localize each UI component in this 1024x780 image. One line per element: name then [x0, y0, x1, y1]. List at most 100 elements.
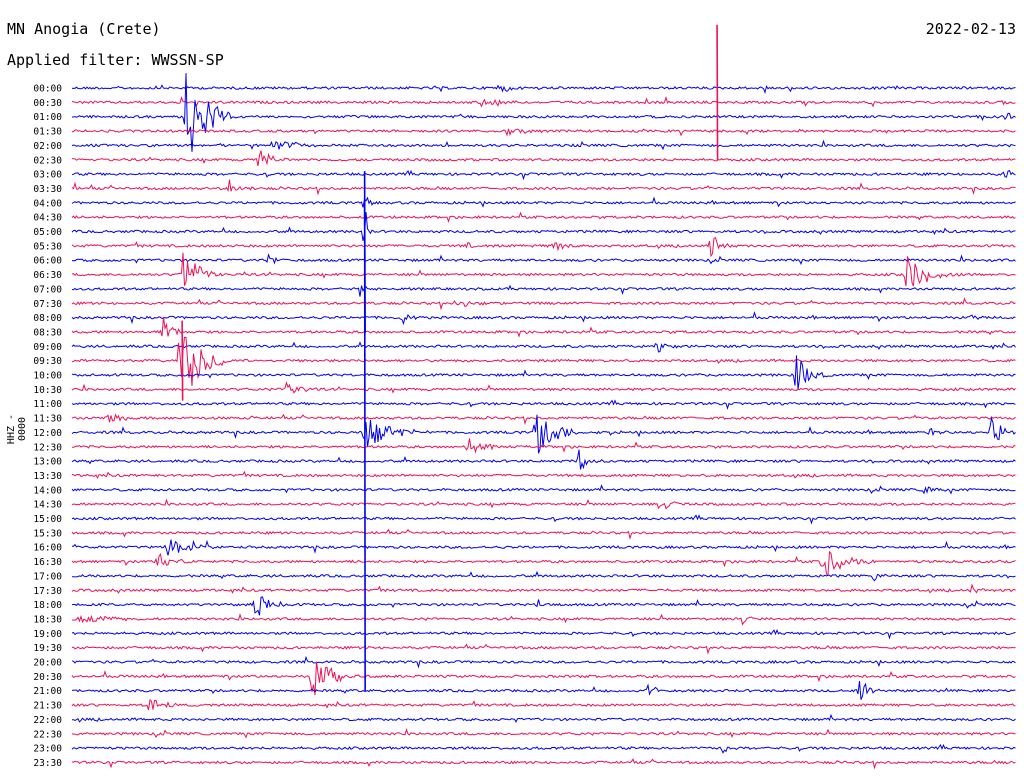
- row-time-label: 00:00: [33, 84, 62, 95]
- event-spike: [181, 320, 184, 401]
- trace-row-05:00: [71, 212, 1016, 241]
- row-time-label: 03:30: [33, 184, 62, 195]
- row-time-label: 21:00: [33, 686, 62, 697]
- row-time-label: 06:30: [33, 270, 62, 281]
- row-time-label: 08:00: [33, 313, 62, 324]
- trace-row-11:30: [71, 413, 1016, 426]
- row-time-label: 20:00: [33, 658, 62, 669]
- row-time-label: 08:30: [33, 327, 62, 338]
- row-time-label: 18:30: [33, 614, 62, 625]
- trace-row-15:30: [71, 528, 1016, 540]
- row-time-label: 16:30: [33, 557, 62, 568]
- trace-row-06:30: [71, 252, 1016, 287]
- row-time-label: 15:00: [33, 514, 62, 525]
- trace-row-06:00: [71, 253, 1016, 266]
- trace-row-02:00: [71, 139, 1016, 151]
- row-time-label: 22:00: [33, 715, 62, 726]
- trace-row-13:30: [71, 470, 1016, 480]
- row-time-label: 02:30: [33, 155, 62, 166]
- trace-row-10:30: [71, 381, 1016, 394]
- row-time-label: 09:00: [33, 342, 62, 353]
- date-label: 2022-02-13: [925, 20, 1016, 38]
- trace-row-22:30: [71, 727, 1016, 739]
- trace-row-16:30: [71, 550, 1016, 575]
- trace-row-04:00: [71, 196, 1016, 208]
- trace-row-04:30: [71, 211, 1016, 223]
- row-time-label: 17:30: [33, 586, 62, 597]
- row-time-label: 17:00: [33, 571, 62, 582]
- trace-row-18:00: [71, 596, 1016, 616]
- row-time-label: 22:30: [33, 729, 62, 740]
- trace-row-12:00: [71, 414, 1016, 454]
- trace-row-01:00: [71, 73, 1016, 152]
- filter-label: Applied filter: WWSSN-SP: [7, 51, 224, 69]
- row-time-label: 23:30: [33, 758, 62, 769]
- row-time-label: 13:00: [33, 457, 62, 468]
- row-time-label: 02:00: [33, 141, 62, 152]
- trace-row-09:00: [71, 341, 1016, 353]
- trace-row-23:30: [71, 758, 1016, 770]
- row-time-label: 05:30: [33, 241, 62, 252]
- row-time-label: 04:00: [33, 198, 62, 209]
- trace-row-00:00: [71, 84, 1016, 95]
- row-time-label: 23:00: [33, 744, 62, 755]
- trace-row-23:00: [71, 743, 1016, 754]
- row-time-label: 11:30: [33, 414, 62, 425]
- trace-row-13:00: [71, 449, 1016, 470]
- trace-row-15:00: [71, 514, 1016, 525]
- row-time-label: 14:30: [33, 500, 62, 511]
- trace-row-01:30: [71, 128, 1016, 137]
- row-time-label: 07:30: [33, 299, 62, 310]
- trace-row-08:00: [71, 311, 1016, 326]
- trace-row-21:00: [71, 681, 1016, 700]
- row-time-label: 03:00: [33, 170, 62, 181]
- row-time-label: 07:00: [33, 284, 62, 295]
- row-time-label: 10:30: [33, 385, 62, 396]
- trace-row-21:30: [71, 699, 1016, 711]
- row-time-label: 12:30: [33, 442, 62, 453]
- trace-row-07:00: [71, 284, 1016, 297]
- row-time-label: 05:00: [33, 227, 62, 238]
- row-time-label: 19:30: [33, 643, 62, 654]
- trace-row-14:00: [71, 484, 1016, 495]
- trace-row-17:00: [72, 570, 1016, 582]
- row-time-label: 19:00: [33, 629, 62, 640]
- row-time-label: 01:00: [33, 112, 62, 123]
- trace-row-20:00: [71, 655, 1016, 669]
- trace-row-19:00: [71, 629, 1016, 640]
- row-time-label: 11:00: [33, 399, 62, 410]
- trace-row-22:00: [72, 713, 1016, 723]
- station-title: MN Anogia (Crete): [7, 20, 161, 38]
- row-time-label: 21:30: [33, 701, 62, 712]
- event-spike: [716, 24, 719, 160]
- row-time-label: 18:00: [33, 600, 62, 611]
- trace-row-08:30: [71, 316, 1016, 338]
- row-time-label: 13:30: [33, 471, 62, 482]
- row-time-label: 12:00: [33, 428, 62, 439]
- trace-row-18:30: [71, 613, 1016, 626]
- row-time-label: 04:30: [33, 213, 62, 224]
- trace-row-09:30: [71, 336, 1016, 387]
- trace-row-17:30: [71, 583, 1016, 594]
- row-time-label: 20:30: [33, 672, 62, 683]
- trace-row-03:30: [71, 179, 1016, 196]
- trace-row-20:30: [71, 661, 1016, 696]
- trace-row-03:00: [71, 169, 1016, 181]
- trace-row-16:00: [71, 539, 1016, 556]
- row-time-label: 10:00: [33, 371, 62, 382]
- row-time-label: 09:30: [33, 356, 62, 367]
- event-spike: [363, 202, 366, 333]
- trace-row-07:30: [71, 297, 1016, 311]
- trace-row-00:30: [71, 95, 1016, 108]
- trace-row-02:30: [72, 150, 1016, 167]
- row-time-label: 01:30: [33, 127, 62, 138]
- trace-row-12:30: [72, 438, 1016, 454]
- trace-row-10:00: [71, 355, 1016, 390]
- trace-row-14:30: [71, 498, 1016, 510]
- row-time-label: 14:00: [33, 485, 62, 496]
- row-time-label: 16:00: [33, 543, 62, 554]
- trace-row-11:00: [71, 399, 1016, 410]
- row-time-label: 15:30: [33, 528, 62, 539]
- trace-row-19:30: [71, 643, 1016, 655]
